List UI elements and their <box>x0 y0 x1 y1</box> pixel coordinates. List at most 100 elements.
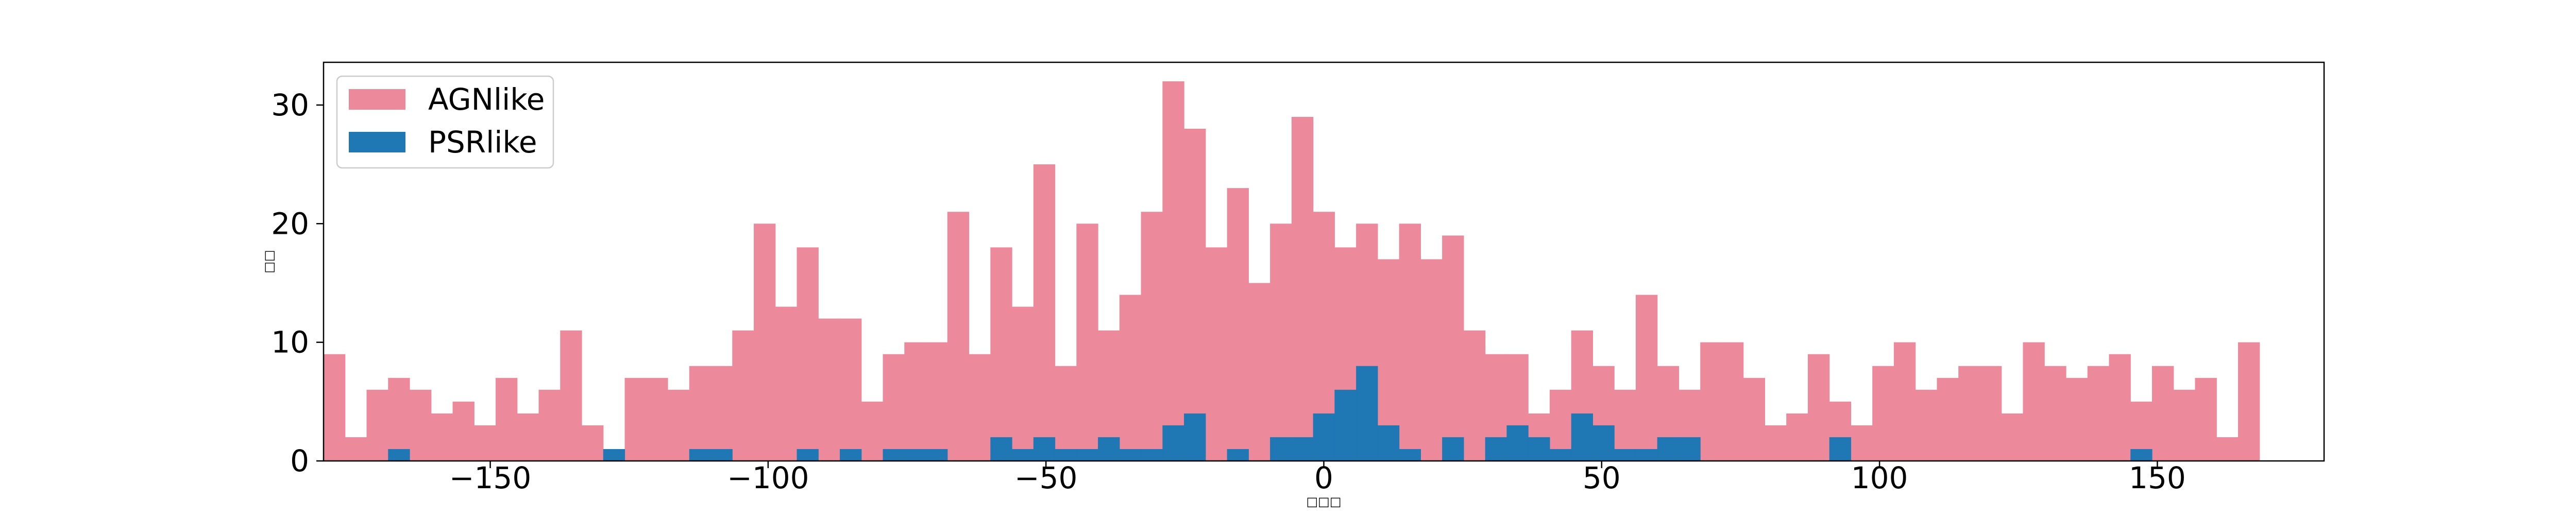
x-tick-label: 100 <box>1851 460 1908 495</box>
psrlike-bar <box>840 449 862 461</box>
y-tick-label: 20 <box>271 206 309 241</box>
agnlike-bar <box>1291 116 1314 461</box>
psrlike-bar <box>689 449 711 461</box>
x-tick-label: −150 <box>449 460 531 495</box>
agnlike-bar <box>1055 366 1077 461</box>
psrlike-bar <box>1119 449 1142 461</box>
agnlike-bar <box>1227 188 1249 461</box>
agnlike-bar <box>624 377 647 461</box>
legend-label-agnlike: AGNlike <box>428 82 545 117</box>
agnlike-bar <box>775 306 798 461</box>
psrlike-bar <box>1592 425 1615 461</box>
agnlike-bar <box>1807 354 1830 461</box>
psrlike-bar <box>1528 437 1550 461</box>
psrlike-bar <box>603 449 625 461</box>
psrlike-bar <box>1162 425 1184 461</box>
agnlike-bar <box>1743 377 1766 461</box>
agnlike-bar <box>1893 342 1916 461</box>
agnlike-bar <box>1721 342 1744 461</box>
psrlike-bar <box>710 449 733 461</box>
y-tick-label: 30 <box>271 88 309 123</box>
agnlike-bar <box>2001 413 2024 461</box>
legend-label-psrlike: PSRlike <box>428 125 537 160</box>
agnlike-bar <box>840 318 862 461</box>
x-axis-label: □□□ <box>1306 494 1341 509</box>
y-axis-ticks: 0 10 20 30 <box>271 88 324 478</box>
agnlike-bar <box>1399 224 1421 461</box>
psrlike-bar <box>1657 437 1680 461</box>
x-axis-ticks: −150 −100 −50 0 50 100 150 <box>449 460 2186 495</box>
psrlike-bar <box>388 449 410 461</box>
psrlike-bar <box>796 449 819 461</box>
agnlike-bar <box>474 425 496 461</box>
agnlike-bar <box>1937 377 1959 461</box>
psrlike-bar <box>1377 425 1400 461</box>
psrlike-bar <box>1399 449 1421 461</box>
agnlike-bar <box>1205 247 1228 461</box>
agnlike-bar <box>1979 366 2002 461</box>
agnlike-bar <box>1141 212 1163 461</box>
psrlike-bar <box>1334 389 1357 461</box>
agnlike-bar <box>947 212 970 461</box>
agnlike-bar <box>1270 224 1292 461</box>
agnlike-bar <box>2023 342 2045 461</box>
psrlike-bar <box>1313 413 1335 461</box>
agnlike-bar <box>969 354 991 461</box>
agnlike-bar <box>2087 366 2110 461</box>
agnlike-bar <box>2151 366 2174 461</box>
agnlike-bar <box>1463 330 1486 461</box>
x-tick-label: 0 <box>1314 460 1333 495</box>
psrlike-bar <box>1270 437 1292 461</box>
legend-swatch-agnlike <box>349 89 405 110</box>
y-tick-label: 10 <box>271 325 309 360</box>
agnlike-bar <box>2195 377 2217 461</box>
agnlike-bar <box>926 342 948 461</box>
agnlike-bar <box>1012 306 1034 461</box>
agnlike-series <box>324 81 2260 461</box>
psrlike-bar <box>1076 449 1098 461</box>
agnlike-bar <box>1248 283 1270 461</box>
psrlike-bar <box>1442 437 1464 461</box>
legend: AGNlike PSRlike <box>336 75 554 169</box>
agnlike-bar <box>2216 437 2239 461</box>
agnlike-bar <box>1786 413 1808 461</box>
agnlike-bar <box>990 247 1012 461</box>
psrlike-bar <box>1141 449 1163 461</box>
x-tick-label: 150 <box>2129 460 2186 495</box>
psrlike-series <box>388 366 2153 461</box>
agnlike-bar <box>324 354 346 461</box>
agnlike-bar <box>1033 164 1056 461</box>
psrlike-bar <box>1033 437 1056 461</box>
agnlike-bar <box>1958 366 1980 461</box>
psrlike-bar <box>2130 449 2153 461</box>
agnlike-bar <box>2109 354 2131 461</box>
agnlike-bar <box>1420 259 1443 461</box>
agnlike-bar <box>1851 425 1873 461</box>
agnlike-bar <box>732 330 754 461</box>
agnlike-bar <box>883 354 905 461</box>
agnlike-bar <box>818 318 840 461</box>
y-tick-label: 0 <box>290 443 309 478</box>
agnlike-bar <box>366 389 388 461</box>
agnlike-bar <box>668 389 690 461</box>
psrlike-bar <box>1571 413 1594 461</box>
agnlike-bar <box>2173 389 2196 461</box>
psrlike-bar <box>1635 449 1658 461</box>
plot-frame <box>323 61 2325 462</box>
agnlike-bar <box>1765 425 1787 461</box>
agnlike-bar <box>410 389 432 461</box>
agnlike-bar <box>560 330 582 461</box>
psrlike-bar <box>1098 437 1120 461</box>
legend-swatch-psrlike <box>349 132 405 152</box>
psrlike-bar <box>1506 425 1529 461</box>
agnlike-bar <box>1635 295 1658 461</box>
psrlike-bar <box>904 449 926 461</box>
x-tick-label: −50 <box>1014 460 1077 495</box>
agnlike-bar <box>2044 366 2066 461</box>
x-tick-label: −100 <box>727 460 809 495</box>
agnlike-bar <box>1076 224 1098 461</box>
psrlike-bar <box>1012 449 1034 461</box>
psrlike-bar <box>1485 437 1507 461</box>
psrlike-bar <box>1549 449 1572 461</box>
